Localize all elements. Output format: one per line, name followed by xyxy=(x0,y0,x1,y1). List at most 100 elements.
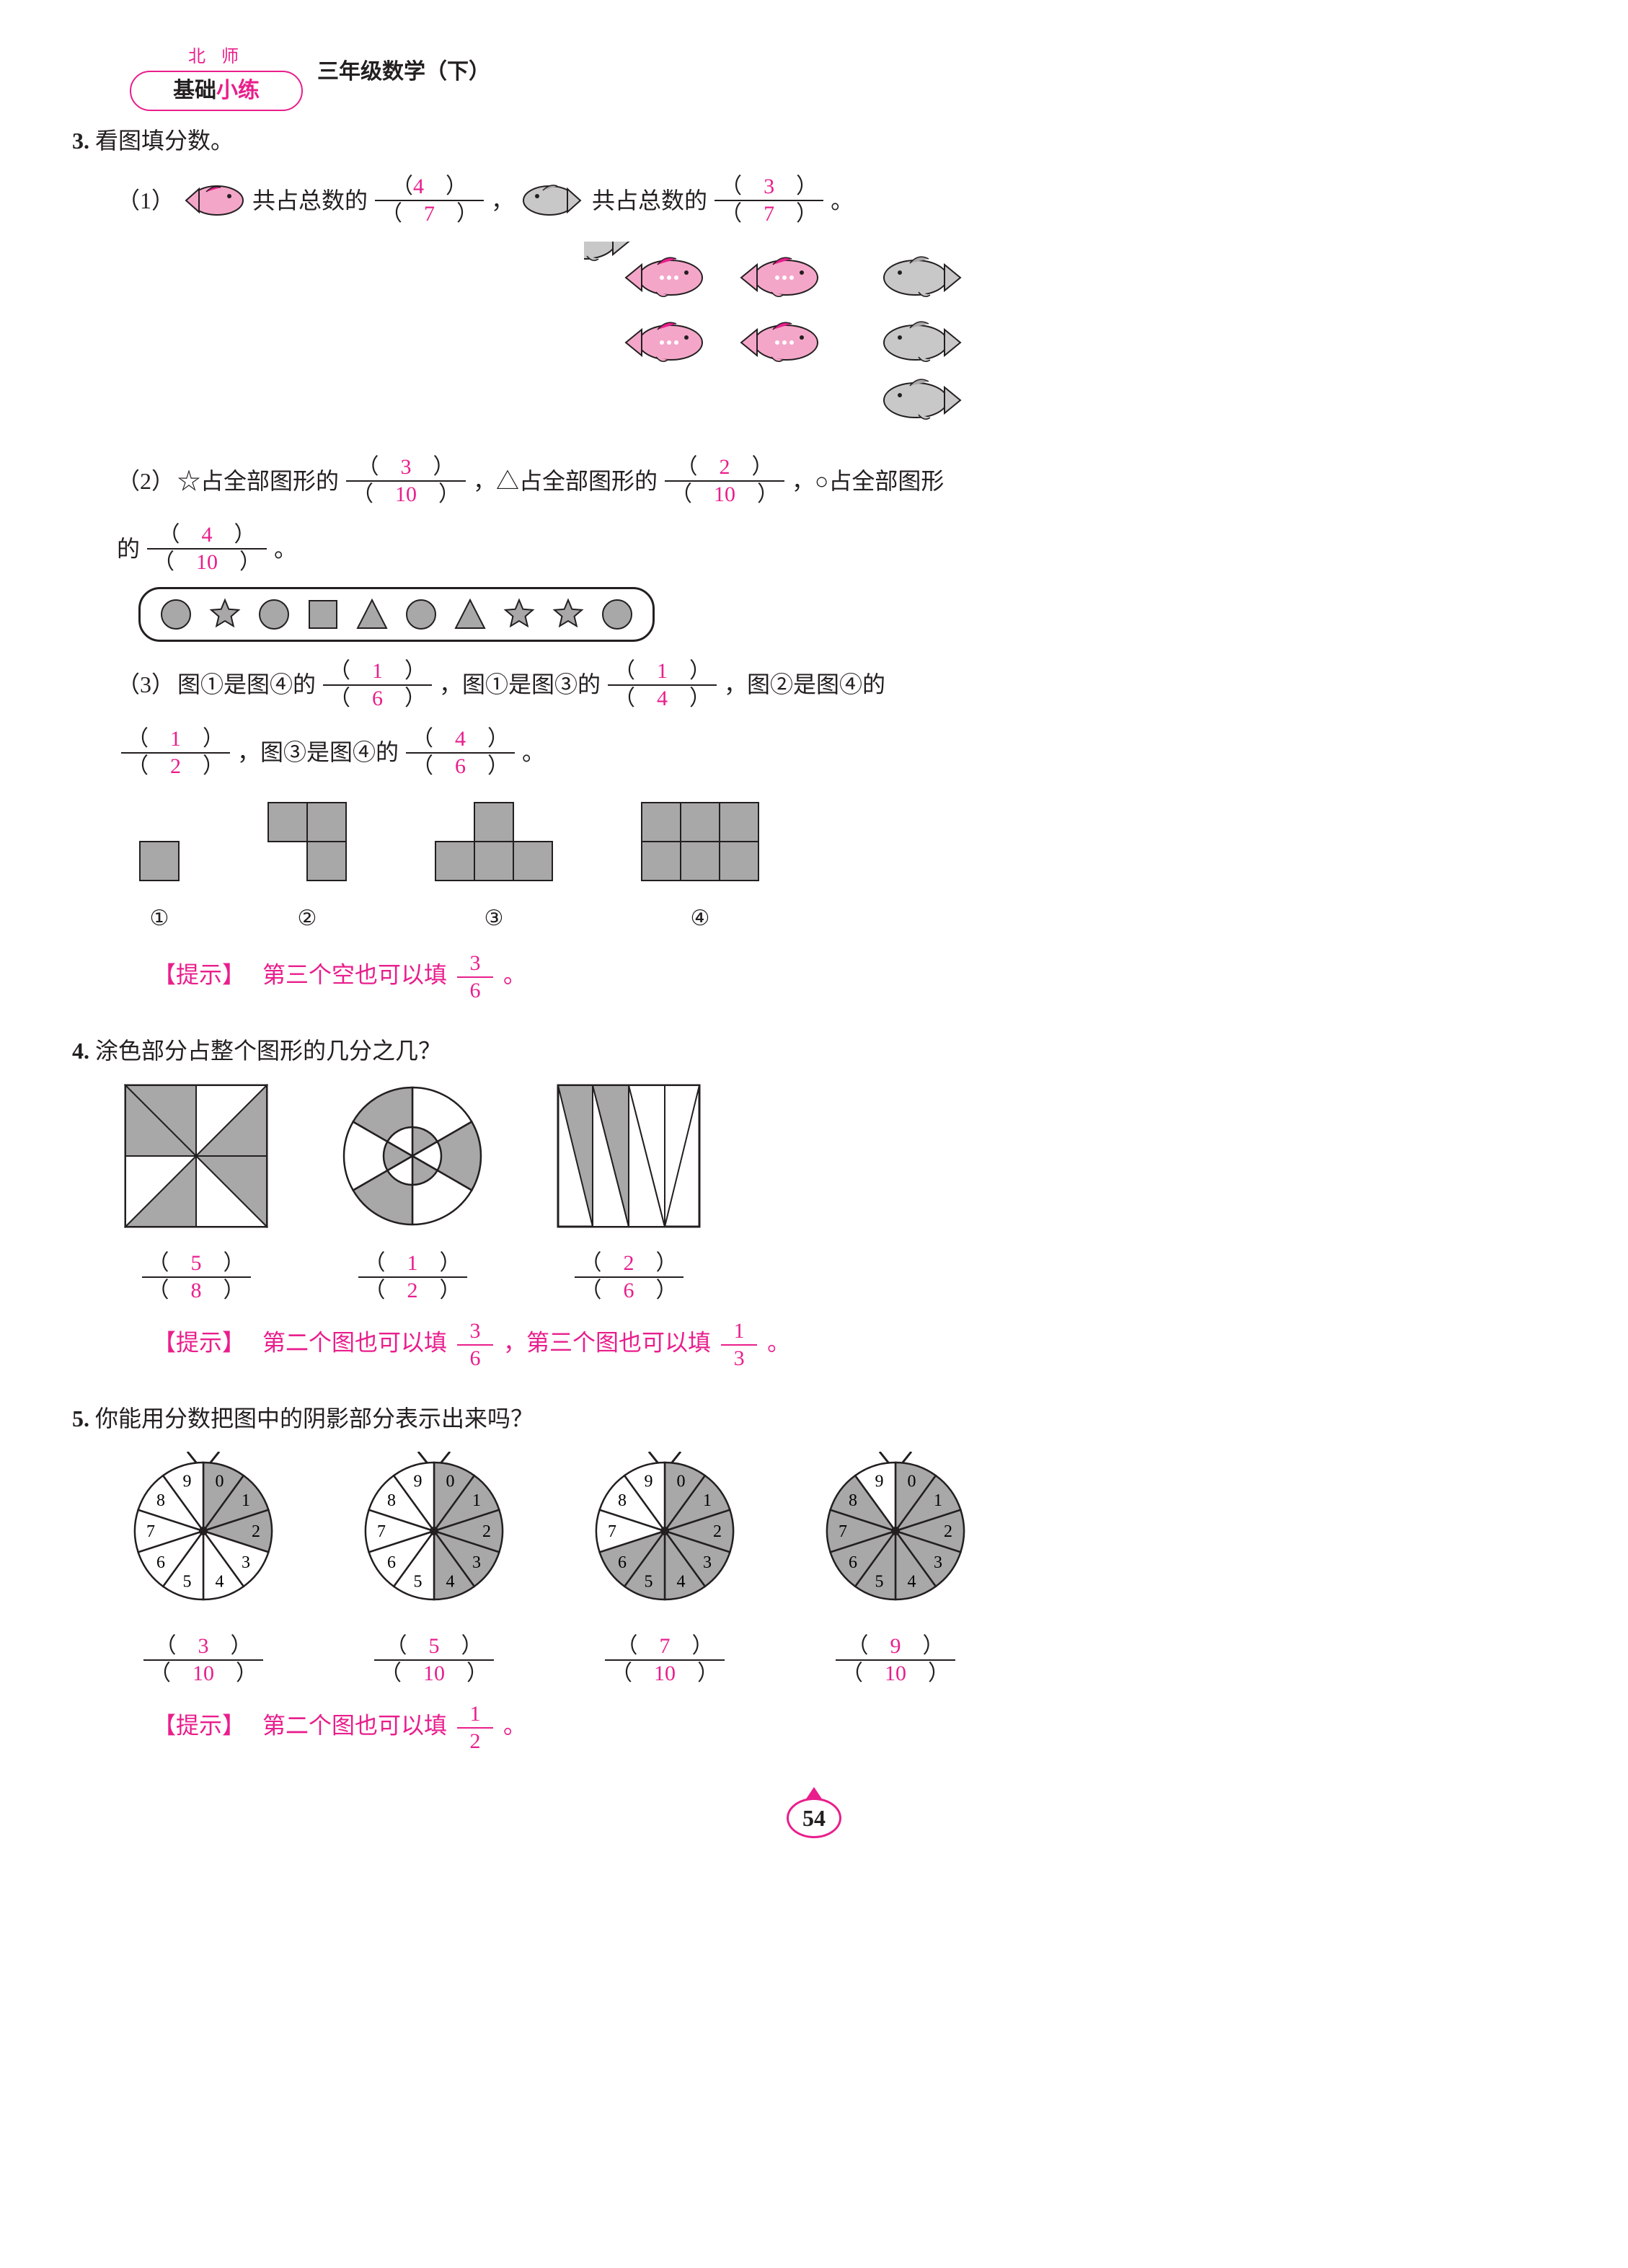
p3-seg1: 图①是图④的 xyxy=(177,666,316,703)
q3-part3: （3） 图①是图④的 （ 1 ）（ 6 ） ，图①是图③的 （ 1 ）（ 4 ）… xyxy=(117,658,1556,936)
p1-period: 。 xyxy=(831,182,854,219)
p1-text1: 共占总数的 xyxy=(252,182,368,219)
triangle-icon xyxy=(354,596,390,632)
badge-top: 北 师 xyxy=(130,43,303,71)
svg-text:4: 4 xyxy=(216,1573,224,1592)
question-3: 3. 看图填分数。 （1） 共占总数的 （4 ） （ 7 ） ， 共占总数的 （… xyxy=(72,123,1556,1004)
q4-item-3: （ 2 ）（ 6 ） xyxy=(557,1084,701,1304)
svg-text:5: 5 xyxy=(413,1573,422,1592)
svg-text:7: 7 xyxy=(839,1522,847,1541)
star-icon xyxy=(501,596,537,632)
p2-period: 。 xyxy=(274,531,297,568)
svg-text:6: 6 xyxy=(387,1553,396,1572)
square-icon xyxy=(305,596,341,632)
svg-text:5: 5 xyxy=(644,1573,652,1592)
q3-part1: （1） 共占总数的 （4 ） （ 7 ） ， 共占总数的 （ 3 ） （ 7 ）… xyxy=(117,174,1556,440)
star-icon xyxy=(550,596,586,632)
svg-text:7: 7 xyxy=(146,1522,155,1541)
svg-text:3: 3 xyxy=(472,1553,481,1572)
svg-text:9: 9 xyxy=(875,1473,883,1491)
svg-text:9: 9 xyxy=(182,1473,191,1491)
svg-text:8: 8 xyxy=(849,1491,857,1510)
p3-label: （3） xyxy=(117,666,174,703)
p3-seg3: ，图②是图④的 xyxy=(724,666,885,703)
svg-text:0: 0 xyxy=(216,1473,224,1491)
circle-icon xyxy=(158,596,194,632)
badge-black: 基础 xyxy=(173,79,216,102)
svg-text:7: 7 xyxy=(608,1522,616,1541)
q4-number: 4. xyxy=(72,1033,89,1069)
page-header: 北 师 基础小练 三年级数学（下） xyxy=(130,43,1556,101)
p2-t2: ，△占全部图形的 xyxy=(473,463,658,500)
svg-text:2: 2 xyxy=(482,1522,491,1541)
svg-text:3: 3 xyxy=(934,1553,942,1572)
p1-frac2: （ 3 ） （ 7 ） xyxy=(715,174,823,227)
svg-text:7: 7 xyxy=(377,1522,386,1541)
p2-frac3: （ 4 ）（ 10 ） xyxy=(147,522,267,575)
svg-text:2: 2 xyxy=(713,1522,722,1541)
svg-text:0: 0 xyxy=(908,1473,916,1491)
badge-pink: 小练 xyxy=(216,79,260,102)
q5-number: 5. xyxy=(72,1400,89,1437)
q4-item-1: （ 5 ）（ 8 ） xyxy=(124,1084,268,1304)
svg-text:4: 4 xyxy=(446,1573,455,1592)
p3-seg4: ，图③是图④的 xyxy=(237,734,399,771)
p3-seg2: ，图①是图③的 xyxy=(439,666,601,703)
p2-t4: 的 xyxy=(117,531,140,568)
circle-icon xyxy=(599,596,635,632)
svg-text:2: 2 xyxy=(252,1522,260,1541)
fish-pink-icon xyxy=(177,179,249,222)
circle-icon xyxy=(256,596,292,632)
grid-label: ④ xyxy=(640,901,760,936)
q4-hint: 【提示】 第二个图也可以填 36 ，第三个图也可以填 13 。 xyxy=(153,1318,1556,1372)
svg-text:1: 1 xyxy=(934,1491,942,1510)
p1-comma: ， xyxy=(491,182,514,219)
svg-text:8: 8 xyxy=(156,1491,165,1510)
q4-figures: （ 5 ）（ 8 ） （ 1 ）（ 2 ） （ 2 ）（ 6 ） xyxy=(124,1084,1556,1304)
fish-grey-icon xyxy=(517,179,589,222)
p2-frac2: （ 2 ）（ 10 ） xyxy=(665,454,784,508)
p1-text2: 共占总数的 xyxy=(592,182,707,219)
svg-text:8: 8 xyxy=(618,1491,627,1510)
svg-text:1: 1 xyxy=(703,1491,712,1510)
grid-label: ③ xyxy=(434,901,554,936)
q3-hint-period: 。 xyxy=(503,961,526,987)
page-number: 54 xyxy=(787,1798,841,1838)
svg-text:0: 0 xyxy=(446,1473,455,1491)
q5-dial-1: 0123456789（ 3 ）（ 10 ） xyxy=(124,1452,283,1686)
p2-frac1: （ 3 ）（ 10 ） xyxy=(346,454,466,508)
svg-text:8: 8 xyxy=(387,1491,396,1510)
p1-label: （1） xyxy=(117,182,174,219)
question-4: 4. 涂色部分占整个图形的几分之几？ （ 5 ）（ 8 ）（ 1 ）（ 2 ）（… xyxy=(72,1033,1556,1372)
page-marker: 54 xyxy=(72,1798,1556,1838)
question-5: 5. 你能用分数把图中的阴影部分表示出来吗？ 0123456789（ 3 ）（ … xyxy=(72,1400,1556,1754)
grid-figures: ① ② ③ ④ xyxy=(138,801,1556,936)
q5-dial-3: 0123456789（ 7 ）（ 10 ） xyxy=(585,1452,744,1686)
q5-hint: 【提示】 第二个图也可以填 12 。 xyxy=(153,1701,1556,1755)
q3-number: 3. xyxy=(72,123,89,159)
grid-fig-3: ③ xyxy=(434,801,554,936)
svg-text:9: 9 xyxy=(413,1473,422,1491)
svg-text:1: 1 xyxy=(242,1491,250,1510)
svg-text:9: 9 xyxy=(644,1473,652,1491)
p1-frac1: （4 ） （ 7 ） xyxy=(375,174,484,227)
q3-title: 看图填分数。 xyxy=(95,123,1556,159)
q5-dials: 0123456789（ 3 ）（ 10 ）0123456789（ 5 ）（ 10… xyxy=(124,1452,1556,1686)
q4-item-2: （ 1 ）（ 2 ） xyxy=(340,1084,485,1304)
fish-group xyxy=(117,242,1556,440)
shapes-box xyxy=(138,587,655,642)
series-badge: 北 师 基础小练 xyxy=(130,43,303,101)
svg-text:5: 5 xyxy=(182,1573,191,1592)
svg-text:4: 4 xyxy=(677,1573,686,1592)
p3-frac4: （ 4 ）（ 6 ） xyxy=(406,726,515,780)
grid-label: ② xyxy=(267,901,348,936)
grid-fig-4: ④ xyxy=(640,801,760,936)
p2-t1: ☆占全部图形的 xyxy=(177,463,339,500)
q3-hint: 【提示】 第三个空也可以填 36 。 xyxy=(153,950,1556,1004)
triangle-icon xyxy=(452,596,488,632)
svg-text:3: 3 xyxy=(242,1553,250,1572)
svg-text:2: 2 xyxy=(944,1522,952,1541)
grid-label: ① xyxy=(138,901,180,936)
svg-text:4: 4 xyxy=(908,1573,916,1592)
q3-part2: （2） ☆占全部图形的 （ 3 ）（ 10 ） ，△占全部图形的 （ 2 ）（ … xyxy=(117,454,1556,643)
